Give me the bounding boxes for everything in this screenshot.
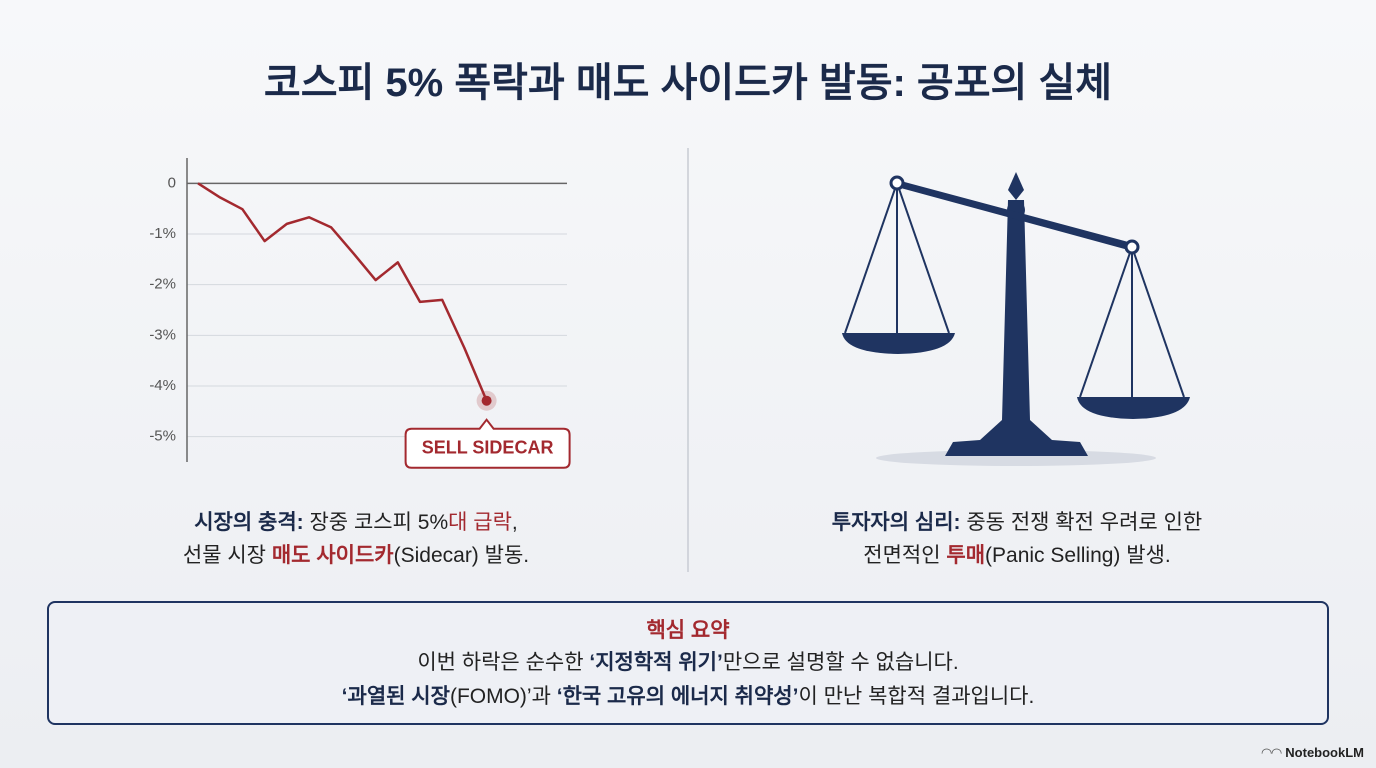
text-run: (FOMO)’과 — [449, 685, 557, 708]
end-point — [481, 395, 492, 406]
text-run: 장중 코스피 5% — [303, 511, 449, 534]
y-tick-label: -1% — [149, 225, 176, 242]
line-series — [197, 182, 488, 402]
text-line: 이번 하락은 순수한 ‘지정학적 위기’만으로 설명할 수 없습니다. — [47, 646, 1329, 680]
text-run: ‘과열된 시장 — [341, 685, 450, 708]
left-caption: 시장의 충격: 장중 코스피 5%대 급락, 선물 시장 매도 사이드카(Side… — [96, 506, 616, 572]
text-run: (Sidecar) 발동. — [393, 544, 530, 567]
text-run: 이 만난 복합적 결과입니다. — [798, 685, 1035, 708]
text-run: 이번 하락은 순수한 — [417, 651, 590, 674]
brand-name: NotebookLM — [1285, 745, 1364, 760]
text-run: 선물 시장 — [182, 544, 272, 567]
text-run: 시장의 충격: — [194, 511, 304, 534]
y-tick-label: -4% — [149, 377, 176, 394]
text-line: ‘과열된 시장(FOMO)’과 ‘한국 고유의 에너지 취약성’이 만난 복합적… — [47, 680, 1329, 714]
brand: ◠◠ NotebookLM — [1261, 745, 1364, 760]
summary-box — [47, 601, 1329, 725]
annotation: SELL SIDECAR — [422, 437, 554, 457]
text-run: , — [511, 511, 518, 534]
summary-heading: 핵심 요약 — [646, 619, 730, 642]
text-line: 시장의 충격: 장중 코스피 5%대 급락, — [96, 506, 616, 539]
text-run: 투자자의 심리: — [831, 511, 961, 534]
text-run: ‘한국 고유의 에너지 취약성’ — [556, 685, 799, 708]
right-caption: 투자자의 심리: 중동 전쟁 확전 우려로 인한 전면적인 투매(Panic Se… — [757, 506, 1277, 572]
text-run: 중동 전쟁 확전 우려로 인한 — [960, 511, 1203, 534]
text-run: (Panic Selling) 발생. — [985, 544, 1171, 567]
line-chart: 0 -1% -2% -3% -4% -5% SELL SIDECAR — [149, 158, 571, 469]
balance-scale — [842, 172, 1190, 466]
text-run: 대 급락 — [448, 511, 512, 534]
text-run: 만으로 설명할 수 없습니다. — [722, 651, 959, 674]
text-run: 투매 — [946, 544, 986, 567]
y-tick-label: 0 — [168, 174, 176, 191]
y-tick-label: -3% — [149, 326, 176, 343]
text-run: 전면적인 — [863, 544, 947, 567]
text-line: 전면적인 투매(Panic Selling) 발생. — [757, 539, 1277, 572]
text-run: 매도 사이드카 — [271, 544, 394, 567]
y-tick-label: -2% — [149, 276, 176, 293]
text-run: ‘지정학적 위기’ — [589, 651, 723, 674]
y-tick-label: -5% — [149, 428, 176, 445]
annotation-box — [404, 418, 571, 469]
summary-text: 이번 하락은 순수한 ‘지정학적 위기’만으로 설명할 수 없습니다. ‘과열된 … — [47, 646, 1329, 714]
title: 코스피 5% 폭락과 매도 사이드카 발동: 공포의 실체 — [263, 61, 1113, 105]
text-line: 선물 시장 매도 사이드카(Sidecar) 발동. — [96, 539, 616, 572]
text-line: 투자자의 심리: 중동 전쟁 확전 우려로 인한 — [757, 506, 1277, 539]
